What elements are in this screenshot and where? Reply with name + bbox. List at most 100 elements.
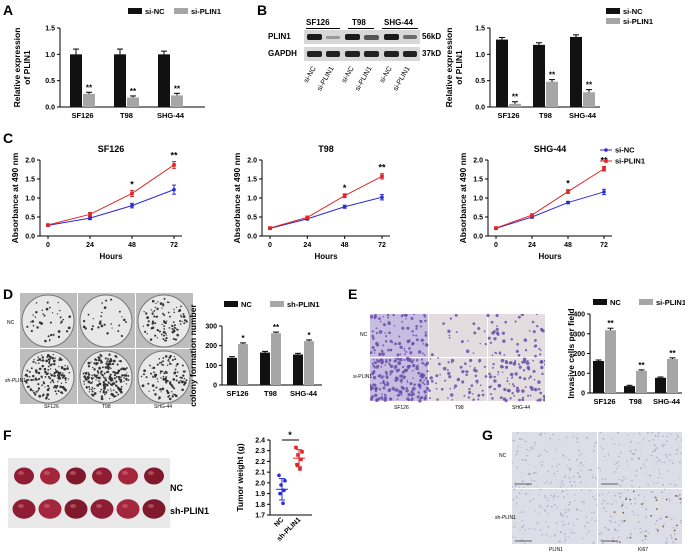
nucleus bbox=[562, 524, 564, 527]
colony-dot bbox=[179, 323, 182, 325]
nucleus bbox=[593, 482, 595, 484]
colony-dot bbox=[162, 379, 165, 381]
significance-mark: ** bbox=[669, 349, 676, 358]
invasive-cell bbox=[493, 337, 497, 341]
colony-dot bbox=[29, 387, 32, 390]
colony-dot bbox=[44, 386, 46, 388]
invasive-cell bbox=[374, 393, 378, 398]
colony-dot bbox=[49, 333, 53, 337]
colony-dot bbox=[104, 393, 106, 396]
colony-dot bbox=[59, 357, 61, 359]
colony-dot bbox=[43, 314, 46, 317]
invasive-cell bbox=[508, 383, 511, 385]
chart-a: 0.00.51.01.5**SF126**T98**SHG-44Relative… bbox=[12, 7, 221, 120]
y-axis-label: of PLIN1 bbox=[22, 50, 32, 85]
colony-dot bbox=[166, 391, 170, 395]
nucleus bbox=[629, 533, 632, 536]
colony-dot bbox=[144, 330, 147, 333]
colony-dot bbox=[57, 301, 59, 304]
colony-dot bbox=[162, 330, 166, 334]
colony-dot bbox=[51, 312, 54, 314]
invasive-cell bbox=[454, 384, 458, 388]
colony-dot bbox=[125, 367, 128, 369]
data-point bbox=[342, 204, 347, 209]
invasive-cell bbox=[388, 362, 391, 365]
nucleus bbox=[572, 436, 574, 438]
invasive-cell bbox=[402, 376, 406, 380]
nucleus bbox=[641, 506, 643, 508]
invasive-cell bbox=[477, 393, 481, 398]
invasive-cell bbox=[468, 390, 472, 395]
invasive-cell bbox=[514, 359, 517, 362]
colony-dot bbox=[111, 327, 113, 329]
invasive-cell bbox=[539, 360, 544, 364]
colony-dot bbox=[175, 379, 178, 382]
colony-dot bbox=[166, 389, 169, 392]
y-tick-label: 1.0 bbox=[45, 52, 55, 59]
invasion-col-label: SF126 bbox=[394, 405, 409, 411]
nucleus bbox=[589, 490, 591, 492]
y-tick-label: 0.0 bbox=[473, 234, 483, 241]
invasive-cell bbox=[380, 396, 384, 399]
x-tick-label: 24 bbox=[528, 242, 536, 249]
colony-dot bbox=[112, 370, 115, 373]
nucleus bbox=[642, 530, 644, 533]
nucleus bbox=[538, 494, 540, 496]
y-tick-label: 2.0 bbox=[473, 158, 483, 165]
colony-dot bbox=[30, 321, 32, 323]
nucleus bbox=[609, 519, 611, 522]
invasion-row-label-si: si-PLIN1 bbox=[353, 374, 373, 380]
nucleus bbox=[658, 458, 661, 461]
invasive-cell bbox=[487, 336, 491, 340]
colony-dot bbox=[110, 379, 113, 382]
field-background bbox=[370, 314, 428, 357]
panel-label-c: C bbox=[3, 130, 14, 146]
nucleus bbox=[554, 504, 556, 506]
colony-dot bbox=[121, 367, 124, 370]
invasive-cell bbox=[404, 313, 408, 317]
nucleus bbox=[593, 449, 595, 452]
positive-cell bbox=[674, 538, 677, 541]
colony-dot bbox=[54, 357, 56, 359]
nucleus bbox=[569, 529, 571, 531]
nucleus bbox=[639, 531, 642, 534]
invasive-cell bbox=[423, 313, 426, 317]
colony-dot bbox=[182, 313, 185, 316]
significance-mark: ** bbox=[586, 81, 593, 90]
invasive-cell bbox=[394, 367, 397, 370]
significance-mark: ** bbox=[130, 87, 137, 96]
invasive-cell bbox=[423, 390, 426, 392]
colony-dot bbox=[181, 320, 183, 323]
y-tick-label: 0.0 bbox=[475, 105, 485, 112]
nucleus bbox=[583, 501, 586, 503]
nucleus bbox=[661, 445, 664, 448]
data-point bbox=[88, 212, 92, 217]
colony-dot bbox=[60, 382, 63, 384]
nucleus bbox=[617, 465, 620, 467]
invasive-cell bbox=[405, 387, 408, 390]
nucleus bbox=[571, 531, 573, 534]
colony-dot bbox=[36, 379, 39, 381]
colony-dot bbox=[151, 312, 154, 315]
colony-dot bbox=[45, 397, 48, 400]
nucleus bbox=[572, 475, 575, 478]
nucleus bbox=[547, 470, 549, 473]
nucleus bbox=[576, 437, 578, 440]
invasive-cell bbox=[373, 352, 376, 354]
nucleus bbox=[556, 495, 559, 498]
bar-si-plin1 bbox=[583, 92, 595, 107]
nucleus bbox=[551, 505, 553, 508]
colony-dot bbox=[113, 374, 116, 377]
colony-dot bbox=[150, 372, 153, 375]
nucleus bbox=[657, 531, 659, 533]
colony-dot bbox=[173, 387, 176, 390]
colony-dot bbox=[171, 330, 175, 334]
colony-dot bbox=[172, 337, 175, 341]
colony-dot bbox=[181, 364, 184, 367]
nucleus bbox=[534, 441, 536, 444]
colony-dot bbox=[85, 385, 88, 388]
colony-dot bbox=[100, 397, 104, 401]
nucleus bbox=[561, 444, 563, 446]
wb-kd-gapdh: 37kD bbox=[422, 49, 442, 58]
nucleus bbox=[550, 481, 552, 483]
